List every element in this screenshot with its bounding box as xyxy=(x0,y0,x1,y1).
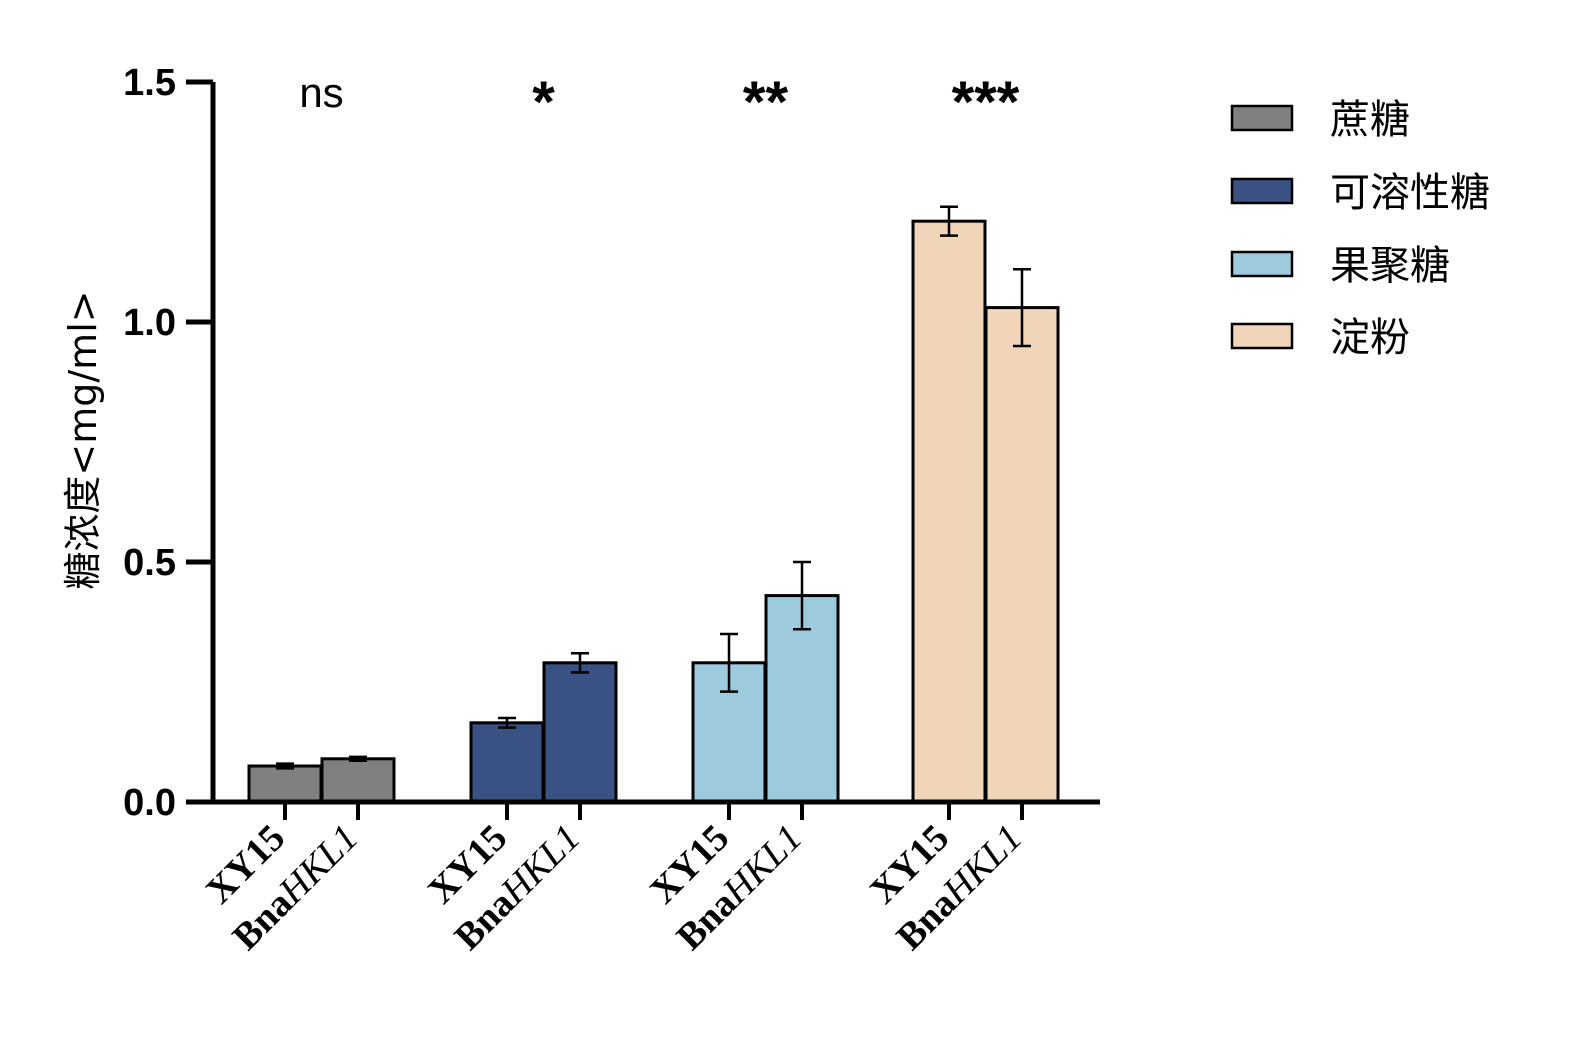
legend-swatch xyxy=(1230,322,1294,350)
significance-label: *** xyxy=(952,70,1020,135)
y-tick-label: 1.0 xyxy=(123,302,176,344)
bar xyxy=(320,757,396,804)
bar xyxy=(911,219,987,804)
significance-label: * xyxy=(532,70,555,135)
y-tick-label: 0.5 xyxy=(123,542,176,584)
y-ticks: 0.0 0.5 1.0 1.5 xyxy=(123,62,213,824)
legend-swatch xyxy=(1230,250,1294,278)
legend-label: 蔗糖 xyxy=(1330,97,1410,143)
bar xyxy=(984,306,1060,804)
legend-swatch xyxy=(1230,104,1294,132)
legend-label: 果聚糖 xyxy=(1330,243,1450,289)
significance-label: ** xyxy=(743,70,789,135)
legend-swatch xyxy=(1230,177,1294,205)
significance-labels: ns * ** *** xyxy=(299,69,1019,135)
bars-layer xyxy=(247,205,1060,804)
y-axis-label: 糖浓度<mg/ml> xyxy=(61,290,105,589)
bar xyxy=(469,721,545,804)
y-tick-label: 0.0 xyxy=(123,782,176,824)
bar xyxy=(542,661,618,804)
legend-label: 淀粉 xyxy=(1330,315,1410,361)
y-tick-label: 1.5 xyxy=(123,62,176,104)
bar xyxy=(247,764,323,804)
legend-label: 可溶性糖 xyxy=(1330,170,1490,216)
significance-label: ns xyxy=(299,69,343,116)
